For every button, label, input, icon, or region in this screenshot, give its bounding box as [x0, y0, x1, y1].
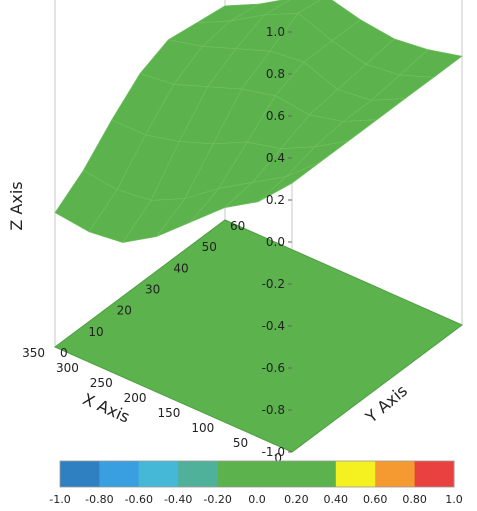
axis-ticks: -1.0 -0.8 -0.6 -0.4 -0.2 0.0 0.2 0.4 0.6 0.8 1.0 0 5… [22, 25, 292, 465]
colorbar-tick-label: 0.40 [324, 493, 349, 506]
colorbar-tick-label: -0.80 [85, 493, 113, 506]
x-tick-label: 150 [158, 406, 181, 420]
floor-contour-fill [54, 219, 463, 453]
colorbar-tick-label: -0.20 [203, 493, 231, 506]
z-tick-label: 0.8 [266, 67, 285, 81]
surface-patch [257, 161, 321, 203]
colorbar-tick-label: 0.0 [248, 493, 266, 506]
z-tick-label: 0.4 [266, 151, 285, 165]
z-tick-label: -0.4 [262, 319, 285, 333]
colorbar-tick-label: 0.60 [363, 493, 388, 506]
x-tick-label: 0 [274, 451, 282, 465]
colorbar-tick-label: -0.60 [125, 493, 153, 506]
colorbar-segment [335, 461, 376, 487]
x-tick-label: 250 [90, 376, 113, 390]
y-tick-label: 40 [173, 261, 188, 275]
colorbar-tick-label: -0.40 [164, 493, 192, 506]
z-tick-label: 1.0 [266, 25, 285, 39]
colorbar-tick-label: -1.0 [49, 493, 70, 506]
colorbar-segment [99, 461, 140, 487]
colorbar-segment [178, 461, 219, 487]
colorbar-segment [296, 461, 337, 487]
colorbar-frame [59, 460, 455, 488]
z-tick-label: -1.0 [262, 445, 285, 459]
x-tick-label: 100 [191, 421, 214, 435]
y-tick-label: 60 [230, 219, 245, 233]
colorbar-segment [138, 461, 179, 487]
z-axis-title: Z Axis [7, 181, 26, 230]
z-tick-label: -0.2 [262, 277, 285, 291]
z-tick-label: -0.8 [262, 403, 285, 417]
colorbar-tick-label: 0.20 [284, 493, 309, 506]
colorbar-segment [217, 461, 258, 487]
colorbar-segment [60, 461, 100, 487]
z-tick-label: 0.2 [266, 193, 285, 207]
y-tick-label: 30 [145, 283, 160, 297]
x-tick-label: 350 [22, 346, 45, 360]
surface-mesh [54, 0, 463, 244]
z-tick-label: -0.6 [262, 361, 285, 375]
z-tick-label: 0.0 [266, 235, 285, 249]
y-tick-label: 0 [60, 346, 68, 360]
colorbar-segment [257, 461, 297, 487]
colorbar-segment [414, 461, 455, 487]
z-tick-label: 0.6 [266, 109, 285, 123]
colorbar: -1.0 -0.80 -0.60 -0.40 -0.20 0.0 0.20 0.40 0.60 0… [49, 460, 463, 506]
x-tick-label: 200 [124, 391, 147, 405]
colorbar-tick-label: 1.0 [445, 493, 463, 506]
floor-projection [54, 219, 463, 453]
colorbar-tick-label: 0.80 [402, 493, 427, 506]
x-tick-label: 50 [233, 436, 248, 450]
x-tick-label: 300 [56, 361, 79, 375]
y-tick-label: 20 [117, 304, 132, 318]
y-tick-label: 10 [88, 325, 103, 339]
colorbar-segment [375, 461, 416, 487]
y-tick-label: 50 [202, 240, 217, 254]
